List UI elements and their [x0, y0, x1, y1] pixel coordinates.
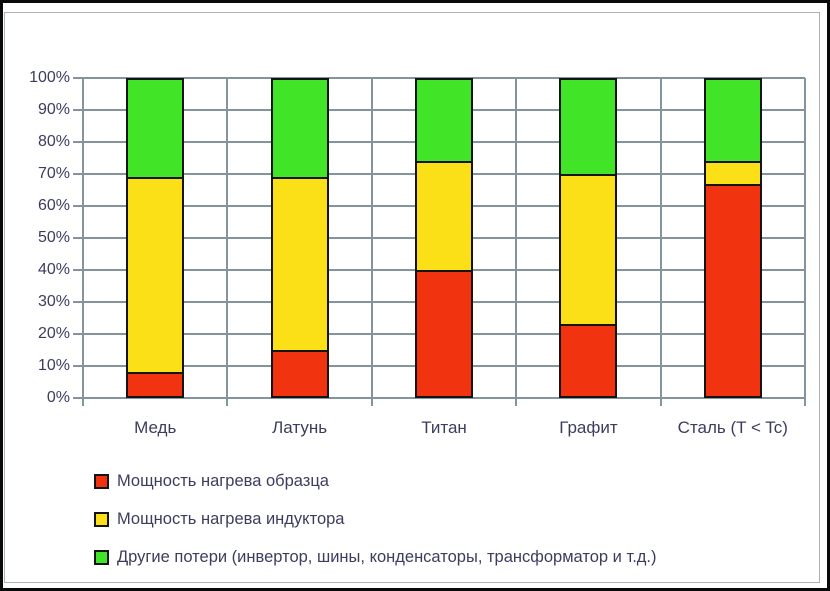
bar-segment-inductor-heating-power	[703, 161, 762, 184]
legend-item-sample-heating-power: Мощность нагрева образца	[94, 469, 656, 493]
bar-segment-other-losses	[415, 78, 473, 162]
bar-segment-other-losses	[559, 78, 618, 174]
category-label: Титан	[421, 418, 467, 437]
bar-segment-other-losses	[270, 78, 329, 178]
x-axis-tick	[226, 398, 229, 406]
bar-segment-inductor-heating-power	[270, 177, 329, 350]
stacked-bar-plot-area	[73, 77, 806, 406]
category-label: Медь	[134, 418, 177, 437]
bar-segment-sample-heating-power	[415, 270, 473, 398]
y-axis-label: 60%	[37, 197, 70, 214]
y-axis-label: 70%	[37, 165, 70, 182]
bar-segment-inductor-heating-power	[415, 161, 473, 270]
y-axis-tick	[73, 365, 83, 367]
x-axis-labels: Медь Латунь Титан Графит Сталь (T < Tc)	[83, 418, 805, 438]
x-axis-tick	[82, 398, 84, 406]
gridline-vertical	[515, 78, 518, 398]
y-axis-tick	[73, 237, 83, 239]
legend-swatch-sample-heating-power	[94, 473, 109, 489]
bar-segment-sample-heating-power	[703, 183, 762, 398]
y-axis-tick	[73, 333, 83, 335]
gridline-horizontal	[83, 77, 805, 79]
gridline-horizontal	[83, 397, 805, 399]
bar-segment-sample-heating-power	[559, 324, 618, 398]
gridline-vertical	[370, 78, 373, 398]
legend-label: Мощность нагрева образца	[117, 471, 329, 490]
bar-segment-inductor-heating-power	[126, 177, 185, 373]
y-axis-tick	[73, 269, 83, 271]
x-axis-tick	[515, 398, 518, 406]
y-axis-label: 50%	[37, 229, 70, 246]
bar-3	[415, 78, 473, 398]
category-label: Сталь (T < Tc)	[677, 418, 788, 437]
y-axis-tick	[73, 77, 83, 79]
y-axis-tick	[73, 397, 83, 399]
y-axis-tick	[73, 173, 83, 175]
y-axis-label: 100%	[29, 69, 70, 86]
bar-5	[703, 78, 762, 398]
y-axis-labels: 100% 90% 80% 70% 60% 50% 40% 30% 20% 10% 0%	[0, 69, 76, 406]
legend-swatch-other-losses	[94, 549, 109, 565]
y-axis-tick	[73, 141, 83, 143]
bar-segment-other-losses	[703, 78, 762, 162]
gridline-vertical	[659, 78, 662, 398]
bar-4	[559, 78, 618, 398]
gridline-vertical	[226, 78, 229, 398]
bar-segment-sample-heating-power	[270, 350, 329, 398]
y-axis-label: 40%	[37, 261, 70, 278]
y-axis-tick	[73, 109, 83, 111]
x-axis-tick	[804, 398, 806, 406]
x-axis-tick	[659, 398, 662, 406]
legend: Мощность нагрева образца Мощность нагрева…	[94, 469, 656, 583]
gridline-vertical	[82, 78, 84, 398]
y-axis-label: 0%	[46, 389, 70, 406]
bar-2	[270, 78, 329, 398]
y-axis-tick	[73, 301, 83, 303]
y-axis-label: 30%	[37, 293, 70, 310]
y-axis-label: 10%	[37, 357, 70, 374]
bar-segment-other-losses	[126, 78, 185, 178]
bar-segment-sample-heating-power	[126, 372, 185, 398]
legend-label: Другие потери (инвертор, шины, конденсат…	[117, 547, 657, 566]
chart-area-border	[4, 12, 820, 583]
y-axis-tick	[73, 205, 83, 207]
gridline-vertical	[804, 78, 806, 398]
legend-label: Мощность нагрева индуктора	[117, 509, 345, 528]
y-axis-label: 80%	[37, 133, 70, 150]
legend-item-other-losses: Другие потери (инвертор, шины, конденсат…	[94, 545, 656, 569]
category-label: Графит	[559, 418, 618, 437]
category-label: Латунь	[272, 418, 328, 437]
legend-swatch-inductor-heating-power	[94, 511, 109, 527]
y-axis-label: 20%	[37, 325, 70, 342]
bar-segment-inductor-heating-power	[559, 174, 618, 325]
bar-1	[126, 78, 185, 398]
x-axis-tick	[370, 398, 373, 406]
y-axis-label: 90%	[37, 101, 70, 118]
legend-item-inductor-heating-power: Мощность нагрева индуктора	[94, 507, 656, 531]
